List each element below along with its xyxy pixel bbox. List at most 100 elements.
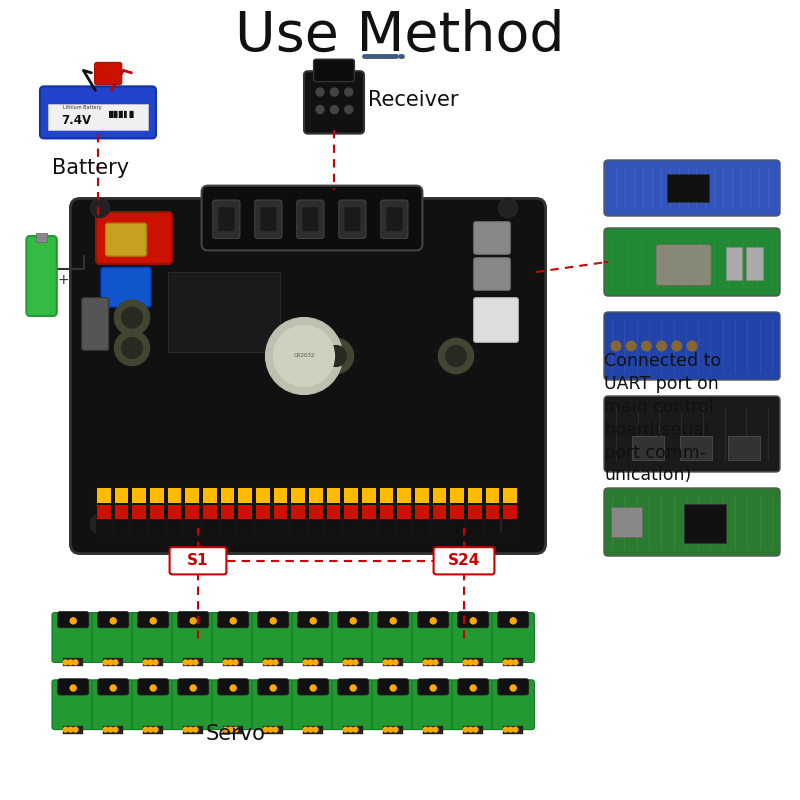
- Bar: [726, 247, 742, 280]
- Bar: [433, 521, 446, 535]
- Circle shape: [383, 727, 388, 732]
- Circle shape: [73, 660, 78, 665]
- Circle shape: [510, 618, 516, 624]
- Circle shape: [316, 88, 324, 96]
- Bar: [396, 484, 412, 536]
- Bar: [326, 488, 340, 502]
- Bar: [398, 505, 411, 519]
- Bar: [728, 436, 760, 460]
- Bar: [309, 488, 322, 502]
- FancyBboxPatch shape: [302, 207, 318, 231]
- Bar: [683, 504, 726, 543]
- Bar: [274, 521, 287, 535]
- Bar: [62, 658, 83, 666]
- Circle shape: [273, 660, 278, 665]
- Circle shape: [430, 685, 436, 691]
- FancyBboxPatch shape: [412, 680, 454, 730]
- Bar: [486, 505, 499, 519]
- Circle shape: [318, 338, 354, 374]
- Circle shape: [270, 618, 276, 624]
- FancyBboxPatch shape: [202, 186, 422, 250]
- FancyBboxPatch shape: [434, 547, 494, 574]
- Bar: [309, 505, 322, 519]
- FancyBboxPatch shape: [40, 86, 156, 138]
- Bar: [132, 505, 146, 519]
- Bar: [326, 484, 342, 536]
- Bar: [186, 488, 199, 502]
- Bar: [468, 521, 482, 535]
- Bar: [450, 484, 465, 536]
- Text: +: +: [58, 273, 70, 286]
- Bar: [203, 521, 217, 535]
- FancyBboxPatch shape: [338, 611, 369, 628]
- FancyBboxPatch shape: [252, 613, 294, 662]
- Bar: [382, 726, 403, 734]
- Circle shape: [433, 727, 438, 732]
- Circle shape: [308, 660, 313, 665]
- Bar: [114, 488, 128, 502]
- Bar: [415, 505, 429, 519]
- FancyBboxPatch shape: [212, 680, 254, 730]
- Circle shape: [122, 338, 142, 358]
- FancyBboxPatch shape: [492, 680, 534, 730]
- Text: Use Method: Use Method: [235, 9, 565, 63]
- Circle shape: [113, 727, 118, 732]
- FancyBboxPatch shape: [132, 613, 174, 662]
- FancyBboxPatch shape: [106, 223, 146, 256]
- Bar: [414, 484, 430, 536]
- Bar: [202, 484, 218, 536]
- Text: ▊▊▊▌▊: ▊▊▊▌▊: [108, 111, 135, 118]
- Bar: [150, 488, 164, 502]
- Bar: [398, 521, 411, 535]
- Circle shape: [73, 727, 78, 732]
- Bar: [238, 488, 252, 502]
- Bar: [273, 484, 288, 536]
- Text: CR2032: CR2032: [294, 354, 314, 358]
- FancyBboxPatch shape: [212, 613, 254, 662]
- Bar: [222, 726, 243, 734]
- FancyBboxPatch shape: [492, 613, 534, 662]
- Circle shape: [108, 727, 113, 732]
- Circle shape: [308, 727, 313, 732]
- FancyBboxPatch shape: [458, 611, 489, 628]
- Bar: [182, 658, 203, 666]
- Circle shape: [672, 341, 682, 350]
- Bar: [167, 505, 182, 519]
- Circle shape: [114, 300, 150, 335]
- Circle shape: [114, 330, 150, 366]
- Bar: [379, 488, 394, 502]
- Circle shape: [446, 346, 466, 366]
- Circle shape: [390, 618, 396, 624]
- FancyBboxPatch shape: [58, 611, 89, 628]
- Circle shape: [438, 338, 474, 374]
- Circle shape: [468, 727, 473, 732]
- Bar: [274, 488, 287, 502]
- Bar: [142, 658, 163, 666]
- FancyBboxPatch shape: [138, 678, 169, 695]
- Circle shape: [270, 685, 276, 691]
- FancyBboxPatch shape: [474, 298, 518, 342]
- FancyBboxPatch shape: [656, 245, 711, 286]
- Bar: [378, 484, 394, 536]
- Bar: [502, 484, 518, 536]
- Bar: [142, 726, 163, 734]
- Bar: [36, 233, 47, 242]
- Bar: [433, 505, 446, 519]
- Circle shape: [393, 727, 398, 732]
- Circle shape: [343, 727, 348, 732]
- FancyBboxPatch shape: [92, 680, 134, 730]
- Bar: [221, 505, 234, 519]
- Circle shape: [508, 727, 513, 732]
- FancyBboxPatch shape: [344, 207, 361, 231]
- Bar: [680, 436, 712, 460]
- FancyBboxPatch shape: [372, 680, 414, 730]
- Bar: [132, 521, 146, 535]
- Circle shape: [183, 660, 188, 665]
- Bar: [114, 484, 130, 536]
- Circle shape: [68, 727, 73, 732]
- FancyBboxPatch shape: [338, 678, 369, 695]
- Circle shape: [330, 106, 338, 114]
- Bar: [398, 488, 411, 502]
- Circle shape: [103, 660, 108, 665]
- Bar: [503, 505, 517, 519]
